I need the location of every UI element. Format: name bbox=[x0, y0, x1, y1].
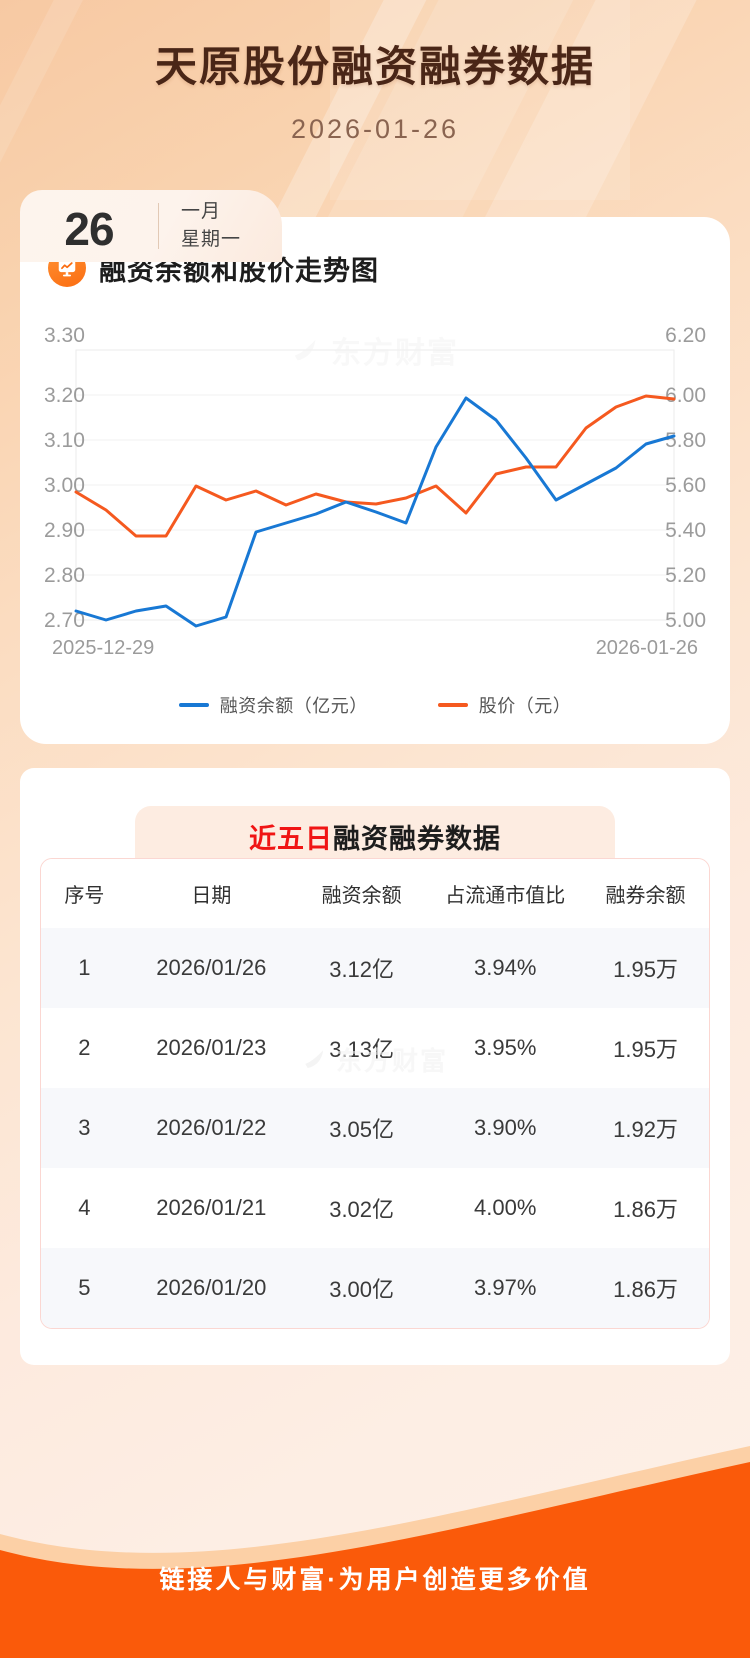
cell-ratio: 4.00% bbox=[474, 1194, 537, 1220]
legend-label-margin-balance: 融资余额（亿元） bbox=[219, 695, 368, 716]
chart-card: 融资余额和股价走势图 东方财富 bbox=[20, 216, 730, 744]
svg-text:3.20: 3.20 bbox=[44, 384, 85, 407]
svg-text:5.00: 5.00 bbox=[665, 609, 706, 632]
cell-margin-balance: 3.13亿 bbox=[329, 1036, 395, 1062]
cell-margin-balance: 3.00亿 bbox=[329, 1276, 395, 1302]
calendar-day: 26 bbox=[64, 203, 114, 255]
cell-date: 2026/01/23 bbox=[156, 1034, 267, 1060]
svg-text:5.20: 5.20 bbox=[665, 564, 706, 587]
table-card: 近五日融资融券数据 东方财富 序号 日期 融资余额 bbox=[20, 767, 730, 1365]
legend-swatch-orange bbox=[437, 702, 468, 707]
cell-margin-balance: 3.12亿 bbox=[329, 956, 395, 982]
cell-ratio: 3.90% bbox=[474, 1114, 537, 1140]
cell-margin-balance: 3.05亿 bbox=[329, 1116, 395, 1142]
cell-short-balance: 1.95万 bbox=[613, 956, 678, 982]
svg-text:5.40: 5.40 bbox=[665, 519, 706, 542]
table-row: 5 2026/01/20 3.00亿 3.97% 1.86万 bbox=[41, 1247, 709, 1328]
footer-slogan: 链接人与财富·为用户创造更多价值 bbox=[159, 1566, 591, 1594]
data-table-container: 东方财富 序号 日期 融资余额 占流通市值比 融券余额 bbox=[40, 857, 710, 1329]
table-banner-rest: 融资融券数据 bbox=[333, 824, 501, 855]
cell-index: 1 bbox=[78, 954, 91, 980]
cell-short-balance: 1.92万 bbox=[613, 1116, 678, 1142]
cell-date: 2026/01/26 bbox=[156, 954, 267, 980]
svg-text:3.30: 3.30 bbox=[44, 324, 85, 347]
chart-area: 东方财富 3.30 3.20 3.10 3.00 bbox=[20, 314, 730, 718]
svg-text:2.70: 2.70 bbox=[44, 609, 85, 632]
table-banner-text: 近五日融资融券数据 bbox=[249, 817, 501, 856]
svg-text:2.80: 2.80 bbox=[44, 564, 85, 587]
cell-index: 3 bbox=[78, 1114, 91, 1140]
cell-index: 5 bbox=[78, 1274, 91, 1300]
hero-header: 天原股份融资融券数据 2026-01-26 bbox=[0, 0, 750, 145]
cell-index: 2 bbox=[78, 1034, 91, 1060]
cell-date: 2026/01/20 bbox=[156, 1274, 267, 1300]
svg-text:6.00: 6.00 bbox=[665, 384, 706, 407]
table-banner: 近五日融资融券数据 bbox=[135, 805, 615, 868]
cell-ratio: 3.95% bbox=[474, 1034, 537, 1060]
table-banner-highlight: 近五日 bbox=[249, 824, 333, 855]
column-header-index: 序号 bbox=[41, 858, 128, 928]
table-header-row: 序号 日期 融资余额 占流通市值比 融券余额 bbox=[41, 858, 709, 928]
cell-short-balance: 1.86万 bbox=[613, 1196, 678, 1222]
legend-label-stock-price: 股价（元） bbox=[478, 695, 572, 716]
table-row: 1 2026/01/26 3.12亿 3.94% 1.95万 bbox=[41, 927, 709, 1008]
cell-ratio: 3.94% bbox=[474, 954, 537, 980]
column-header-short-balance: 融券余额 bbox=[582, 858, 709, 928]
table-row: 4 2026/01/21 3.02亿 4.00% 1.86万 bbox=[41, 1167, 709, 1248]
svg-text:6.20: 6.20 bbox=[665, 324, 706, 347]
cell-ratio: 3.97% bbox=[474, 1274, 537, 1300]
calendar-divider bbox=[158, 203, 159, 249]
svg-text:3.00: 3.00 bbox=[44, 474, 85, 497]
cell-date: 2026/01/22 bbox=[156, 1114, 267, 1140]
cell-short-balance: 1.95万 bbox=[613, 1036, 678, 1062]
svg-text:5.80: 5.80 bbox=[665, 429, 706, 452]
svg-text:2026-01-26: 2026-01-26 bbox=[596, 637, 698, 659]
calendar-tab: 26 一月 星期一 bbox=[20, 190, 282, 262]
legend-swatch-blue bbox=[178, 702, 209, 707]
table-row: 3 2026/01/22 3.05亿 3.90% 1.92万 bbox=[41, 1087, 709, 1168]
svg-text:2025-12-29: 2025-12-29 bbox=[52, 637, 154, 659]
footer: 链接人与财富·为用户创造更多价值 bbox=[0, 1438, 750, 1658]
chart-legend: 融资余额（亿元） 股价（元） bbox=[38, 692, 712, 718]
table-row: 2 2026/01/23 3.13亿 3.95% 1.95万 bbox=[41, 1007, 709, 1088]
trend-chart: 3.30 3.20 3.10 3.00 2.90 2.80 2.70 6.20 … bbox=[44, 324, 706, 659]
cell-date: 2026/01/21 bbox=[156, 1194, 267, 1220]
column-header-margin-balance: 融资余额 bbox=[294, 858, 429, 928]
legend-item-stock-price: 股价（元） bbox=[437, 692, 572, 718]
svg-text:2.90: 2.90 bbox=[44, 519, 85, 542]
page-subtitle-date: 2026-01-26 bbox=[290, 113, 460, 144]
column-header-date: 日期 bbox=[127, 858, 295, 928]
cell-margin-balance: 3.02亿 bbox=[329, 1196, 395, 1222]
cell-short-balance: 1.86万 bbox=[613, 1276, 678, 1302]
margin-trading-table: 序号 日期 融资余额 占流通市值比 融券余额 1 2026/01/26 3.12… bbox=[41, 858, 709, 1328]
calendar-weekday: 星期一 bbox=[181, 229, 242, 250]
svg-text:5.60: 5.60 bbox=[665, 474, 706, 497]
column-header-ratio: 占流通市值比 bbox=[428, 858, 583, 928]
legend-item-margin-balance: 融资余额（亿元） bbox=[178, 692, 368, 718]
calendar-month: 一月 bbox=[181, 201, 222, 223]
svg-text:3.10: 3.10 bbox=[44, 429, 85, 452]
page-title: 天原股份融资融券数据 bbox=[154, 43, 595, 90]
cell-index: 4 bbox=[78, 1194, 91, 1220]
